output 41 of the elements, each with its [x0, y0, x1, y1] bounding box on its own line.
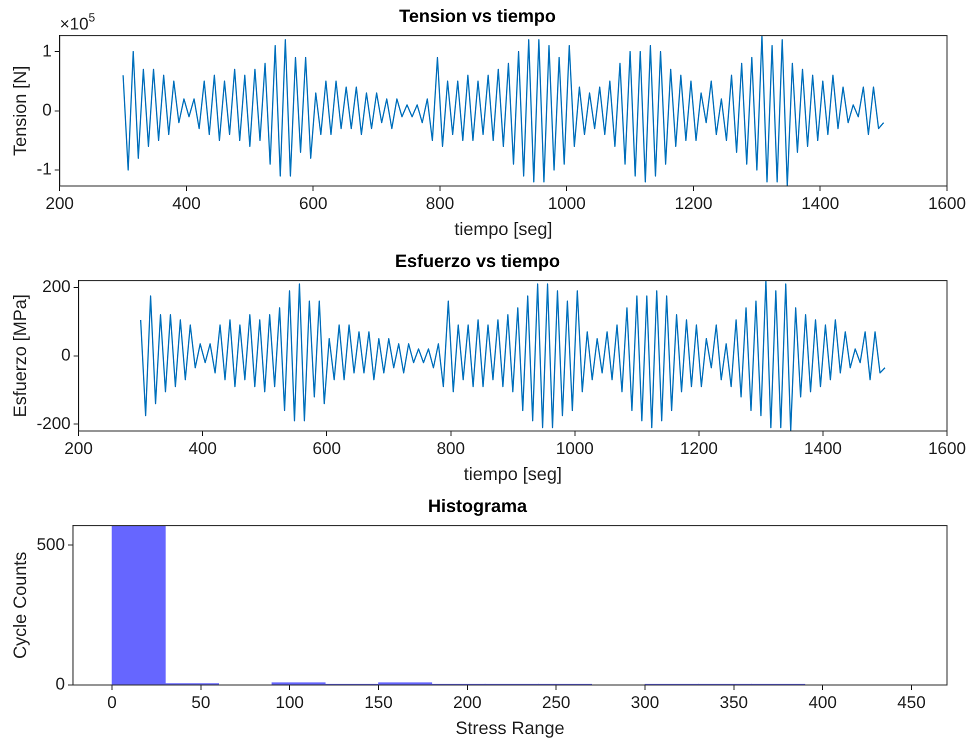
chart-title: Histograma [428, 496, 528, 516]
x-tick-label: 200 [453, 692, 482, 712]
x-tick-label: 400 [172, 194, 201, 213]
y-axis-title: Cycle Counts [10, 552, 30, 659]
x-tick-label: 800 [436, 438, 465, 458]
x-tick-label: 800 [426, 194, 454, 213]
x-tick-label: 0 [107, 692, 117, 712]
x-tick-label: 350 [720, 692, 748, 712]
x-tick-label: 250 [542, 692, 570, 712]
y-axis-title: Tension [N] [10, 66, 30, 156]
x-tick-label: 1200 [674, 194, 712, 213]
x-tick-label: 1400 [804, 438, 842, 458]
y-tick-label: 500 [36, 534, 65, 554]
x-tick-label: 100 [276, 692, 304, 712]
x-tick-label: 50 [191, 692, 210, 712]
x-tick-label: 1400 [801, 194, 840, 213]
y-tick-label: 0 [42, 100, 52, 120]
x-tick-label: 1600 [928, 194, 966, 213]
x-tick-label: 400 [808, 692, 837, 712]
x-tick-label: 600 [312, 438, 341, 458]
x-axis-title: tiempo [seg] [454, 219, 552, 240]
x-tick-label: 300 [630, 692, 660, 712]
x-tick-label: 450 [897, 692, 926, 712]
y-tick-label: 200 [42, 277, 71, 296]
x-tick-label: 1200 [680, 438, 718, 458]
x-tick-label: 1000 [548, 194, 586, 213]
y-axis-title: Esfuerzo [MPa] [10, 294, 30, 418]
x-axis-title: tiempo [seg] [464, 464, 562, 484]
y-tick-label: 0 [55, 674, 65, 694]
x-tick-label: 150 [364, 692, 393, 712]
y-tick-label: -200 [36, 414, 71, 433]
chart-title: Esfuerzo vs tiempo [394, 250, 560, 271]
y-tick-label: 1 [42, 41, 52, 60]
chart-title: Tension vs tiempo [399, 6, 556, 26]
y-tick-label: 0 [61, 345, 71, 364]
x-tick-label: 1600 [928, 438, 966, 458]
x-tick-label: 400 [188, 438, 217, 458]
x-axis-title: Stress Range [455, 718, 565, 738]
y-tick-label: -1 [36, 160, 52, 179]
x-tick-label: 600 [299, 194, 328, 213]
x-tick-label: 1000 [556, 438, 594, 458]
